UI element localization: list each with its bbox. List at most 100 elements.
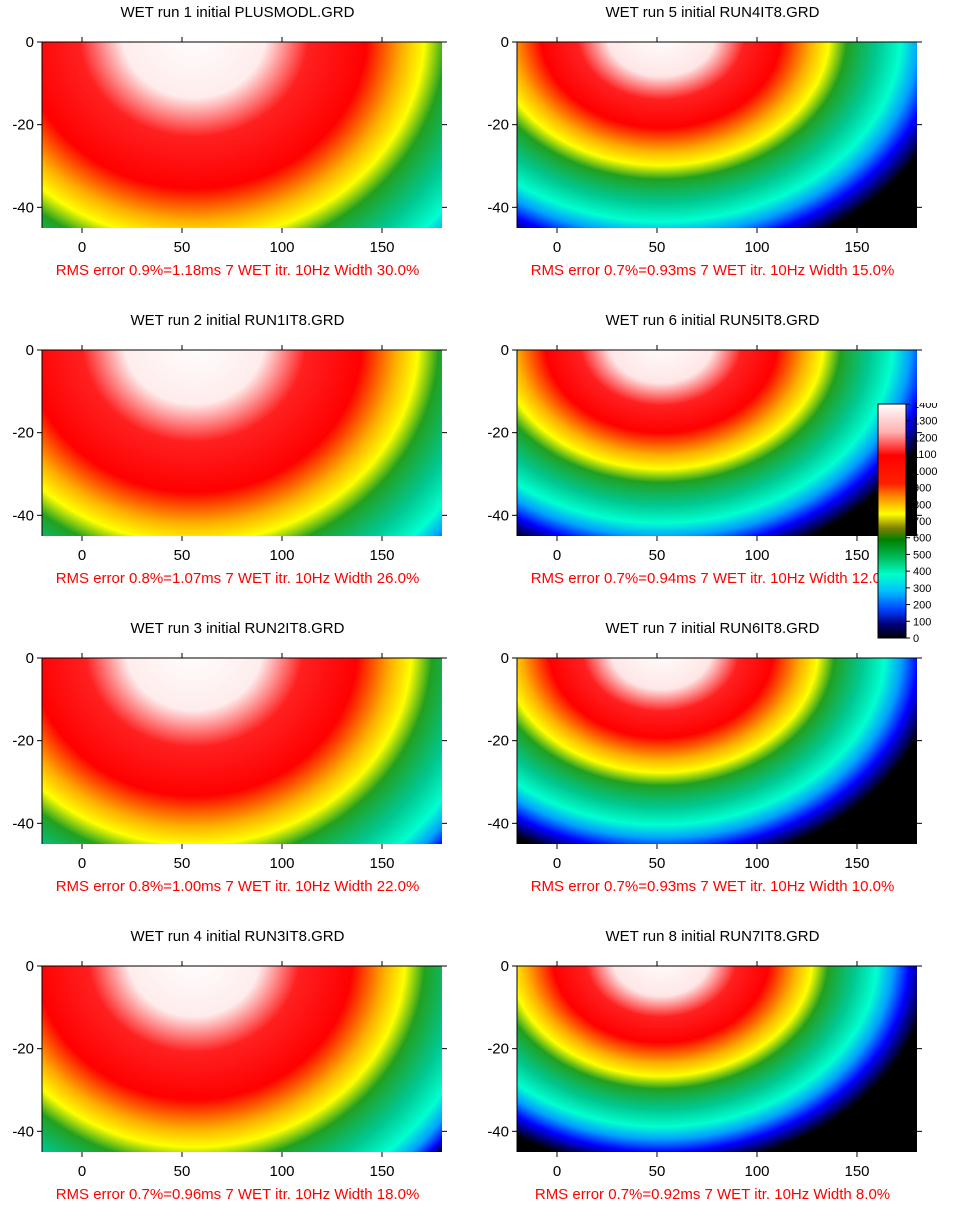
chart-panel: WET run 5 initial RUN4IT8.GRD RMS error 0… [475,0,950,300]
x-tick-label: 50 [174,239,191,256]
x-tick-label: 0 [553,855,561,872]
rms-error-caption: RMS error 0.7%=0.93ms 7 WET itr. 10Hz Wi… [530,878,895,895]
chart-title: WET run 3 initial RUN2IT8.GRD [130,620,345,637]
chart-title: WET run 7 initial RUN6IT8.GRD [605,620,820,637]
x-tick-label: 0 [553,547,561,564]
y-tick-label: 0 [501,34,509,51]
color-scale-label: 600 [913,533,931,545]
x-tick-label: 50 [649,855,666,872]
y-tick-label: 0 [26,34,34,51]
y-tick-label: 0 [501,342,509,359]
x-tick-label: 150 [369,855,394,872]
y-tick-label: -40 [12,507,34,524]
chart-panel: WET run 1 initial PLUSMODL.GRD RMS error … [0,0,475,300]
chart-panel: WET run 2 initial RUN1IT8.GRD RMS error 0… [0,308,475,608]
y-tick-label: -40 [487,507,509,524]
color-scale-label: 500 [913,549,931,561]
y-tick-label: -20 [487,733,509,750]
color-scale-label: 0 [913,633,919,643]
color-scale-label: 300 [913,583,931,595]
chart-title: WET run 8 initial RUN7IT8.GRD [605,928,820,945]
y-tick-label: -20 [487,425,509,442]
chart-panel: WET run 4 initial RUN3IT8.GRD RMS error 0… [0,924,475,1224]
x-tick-label: 0 [553,1163,561,1180]
y-tick-label: -20 [487,117,509,134]
x-tick-label: 50 [174,547,191,564]
x-tick-label: 150 [844,547,869,564]
heatmap-plot: 0 50 100 150 0 -20 -40 [12,34,447,256]
x-tick-label: 100 [269,855,294,872]
x-tick-label: 50 [174,855,191,872]
color-scale-bar [877,403,907,639]
heatmap-plot: 0 50 100 150 0 -20 -40 [12,342,447,564]
rms-error-caption: RMS error 0.7%=0.96ms 7 WET itr. 10Hz Wi… [55,1186,420,1203]
x-tick-label: 100 [269,239,294,256]
chart-panel: WET run 7 initial RUN6IT8.GRD RMS error 0… [475,616,950,916]
x-tick-label: 0 [78,855,86,872]
y-tick-label: -40 [12,199,34,216]
chart-panel: WET run 6 initial RUN5IT8.GRD RMS error 0… [475,308,950,608]
y-tick-label: -20 [487,1041,509,1058]
x-tick-label: 50 [174,1163,191,1180]
x-tick-label: 100 [269,1163,294,1180]
heatmap-plot: 0 50 100 150 0 -20 -40 [12,650,447,872]
x-tick-label: 150 [844,239,869,256]
x-tick-label: 100 [744,239,769,256]
chart-panel: WET run 8 initial RUN7IT8.GRD RMS error 0… [475,924,950,1224]
chart-panel: WET run 3 initial RUN2IT8.GRD RMS error 0… [0,616,475,916]
rms-error-caption: RMS error 0.7%=0.93ms 7 WET itr. 10Hz Wi… [530,262,895,279]
color-scale-label: 100 [913,616,931,628]
x-tick-label: 0 [553,239,561,256]
x-tick-label: 150 [844,855,869,872]
heatmap-plot: 0 50 100 150 0 -20 -40 [487,34,922,256]
heatmap-plot: 0 50 100 150 0 -20 -40 [487,958,922,1180]
y-tick-label: -20 [12,425,34,442]
rms-error-caption: RMS error 0.7%=0.92ms 7 WET itr. 10Hz Wi… [534,1186,891,1203]
chart-title: WET run 6 initial RUN5IT8.GRD [605,312,820,329]
chart-title: WET run 5 initial RUN4IT8.GRD [605,4,820,21]
x-tick-label: 100 [744,547,769,564]
color-scale-label: 1400 [913,403,937,411]
x-tick-label: 150 [369,547,394,564]
y-tick-label: -40 [487,199,509,216]
x-tick-label: 150 [844,1163,869,1180]
rms-error-caption: RMS error 0.8%=1.07ms 7 WET itr. 10Hz Wi… [55,570,420,587]
y-tick-label: 0 [501,958,509,975]
x-tick-label: 50 [649,1163,666,1180]
y-tick-label: -40 [487,815,509,832]
color-scale-label: 1300 [913,416,937,428]
rms-error-caption: RMS error 0.9%=1.18ms 7 WET itr. 10Hz Wi… [55,262,420,279]
y-tick-label: 0 [26,650,34,667]
y-tick-label: 0 [501,650,509,667]
x-tick-label: 50 [649,239,666,256]
x-tick-label: 150 [369,1163,394,1180]
y-tick-label: -20 [12,733,34,750]
x-tick-label: 100 [744,855,769,872]
color-scale-legend: 1400 1300 1200 1100 1000 900 800 700 600 500 400 30… [877,399,955,645]
y-tick-label: -20 [12,117,34,134]
x-tick-label: 100 [744,1163,769,1180]
chart-title: WET run 4 initial RUN3IT8.GRD [130,928,345,945]
color-scale-label: 900 [913,483,931,495]
chart-title: WET run 1 initial PLUSMODL.GRD [120,4,355,21]
y-tick-label: -40 [487,1123,509,1140]
y-tick-label: -20 [12,1041,34,1058]
heatmap-plot: 0 50 100 150 0 -20 -40 [12,958,447,1180]
x-tick-label: 0 [78,1163,86,1180]
heatmap-plot: 0 50 100 150 0 -20 -40 [487,342,922,564]
color-scale-label: 1100 [913,449,937,461]
rms-error-caption: RMS error 0.8%=1.00ms 7 WET itr. 10Hz Wi… [55,878,420,895]
color-scale-label: 1000 [913,466,937,478]
y-tick-label: -40 [12,815,34,832]
x-tick-label: 50 [649,547,666,564]
x-tick-label: 0 [78,547,86,564]
color-scale-label: 800 [913,499,931,511]
color-scale-label: 200 [913,600,931,612]
color-scale-label: 700 [913,516,931,528]
x-tick-label: 100 [269,547,294,564]
chart-title: WET run 2 initial RUN1IT8.GRD [130,312,345,329]
x-tick-label: 150 [369,239,394,256]
rms-error-caption: RMS error 0.7%=0.94ms 7 WET itr. 10Hz Wi… [530,570,895,587]
color-scale-label: 1200 [913,432,937,444]
y-tick-label: -40 [12,1123,34,1140]
